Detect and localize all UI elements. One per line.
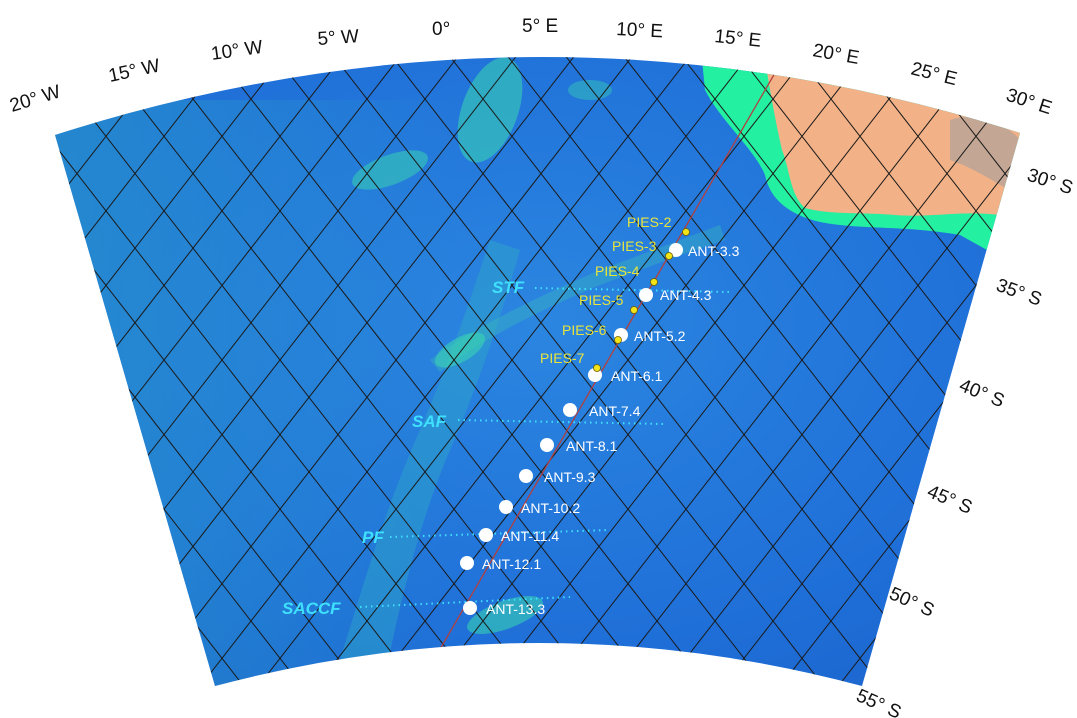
longitude-label: 20° E (811, 40, 861, 69)
station-label: ANT-9.3 (544, 469, 596, 485)
station-label: ANT-11.4 (501, 528, 559, 544)
graticule-line (347, 56, 909, 686)
graticule-line (753, 56, 1020, 686)
graticule-line (811, 56, 1020, 686)
front-label-stf: STF (492, 278, 525, 297)
seamount (457, 57, 523, 163)
graticule-line (55, 56, 213, 686)
station-label: ANT-6.1 (611, 368, 663, 384)
graticule-line (115, 56, 677, 686)
pies-label: PIES-5 (579, 292, 624, 308)
seamount (435, 332, 485, 368)
station-marker[interactable] (639, 288, 653, 302)
station-marker[interactable] (463, 601, 477, 615)
station-label: ANT-7.4 (589, 403, 641, 419)
latitude-label: 40° S (956, 375, 1007, 412)
longitude-label: 15° E (713, 26, 762, 52)
pies-marker[interactable] (593, 364, 601, 372)
front-label-pf: PF (362, 528, 384, 547)
pies-label: PIES-4 (595, 263, 640, 279)
front-line-saccf (359, 596, 571, 608)
pies-layer: PIES-2 PIES-3 PIES-4 PIES-5 PIES-6 PIES-… (540, 214, 690, 372)
longitude-label: 5° W (317, 26, 360, 50)
longitude-label: 5° E (522, 16, 558, 37)
graticule-line (869, 56, 1020, 686)
graticule-line (637, 56, 1020, 686)
pies-marker[interactable] (682, 228, 690, 236)
station-label: ANT-13.3 (486, 601, 545, 617)
station-marker[interactable] (563, 403, 577, 417)
stations-layer: ANT-3.3 ANT-4.3 ANT-5.2 ANT-6.1 ANT-7.4 … (460, 243, 740, 617)
graticule-line (55, 56, 329, 686)
longitude-label: 10° W (210, 37, 264, 65)
fronts-layer: STF SAF PF SACCF (282, 278, 731, 618)
latitude-label: 55° S (853, 685, 904, 718)
front-label-saccf: SACCF (282, 599, 341, 618)
pies-label: PIES-2 (627, 214, 672, 230)
pies-label: PIES-7 (540, 350, 585, 366)
graticule-line (231, 56, 793, 686)
pies-marker[interactable] (630, 306, 638, 314)
pies-marker[interactable] (650, 278, 658, 286)
station-marker[interactable] (669, 243, 683, 257)
longitude-label: 20° W (7, 81, 63, 116)
graticule-line (57, 56, 619, 686)
latitude-label: 35° S (993, 275, 1044, 311)
graticule-line (173, 56, 735, 686)
latitude-label: 45° S (924, 481, 975, 519)
seamount (568, 80, 612, 100)
station-label: ANT-3.3 (688, 243, 740, 259)
longitude-label: 25° E (909, 58, 959, 90)
station-marker[interactable] (499, 500, 513, 514)
pies-marker[interactable] (614, 336, 622, 344)
front-line-pf (389, 529, 611, 538)
seamount (352, 150, 428, 190)
graticule-line (405, 56, 967, 686)
latitude-label: 30° S (1024, 165, 1075, 199)
longitude-label: 15° W (107, 56, 162, 87)
station-label: ANT-12.1 (482, 556, 541, 572)
graticule-line (55, 56, 503, 686)
graticule-line (55, 56, 329, 686)
graticule-line (753, 56, 1020, 686)
walvis-ridge (430, 225, 725, 372)
latitude-label: 50° S (886, 583, 937, 621)
station-marker[interactable] (460, 556, 474, 570)
station-label: ANT-5.2 (634, 328, 686, 344)
station-marker[interactable] (540, 438, 554, 452)
longitude-label: 10° E (616, 19, 664, 42)
pies-label: PIES-3 (612, 238, 657, 254)
longitude-label: 30° E (1003, 85, 1054, 119)
station-marker[interactable] (519, 469, 533, 483)
longitude-label: 0° (432, 19, 450, 40)
graticule-line (55, 56, 445, 686)
graticule-line (579, 56, 1020, 686)
pies-marker[interactable] (665, 252, 673, 260)
front-label-saf: SAF (412, 412, 447, 431)
station-marker[interactable] (479, 528, 493, 542)
graticule-line (289, 56, 851, 686)
station-label: ANT-10.2 (521, 500, 580, 516)
station-label: ANT-4.3 (660, 287, 712, 303)
pies-label: PIES-6 (562, 322, 607, 338)
graticule-line (55, 56, 271, 686)
station-label: ANT-8.1 (566, 438, 618, 454)
